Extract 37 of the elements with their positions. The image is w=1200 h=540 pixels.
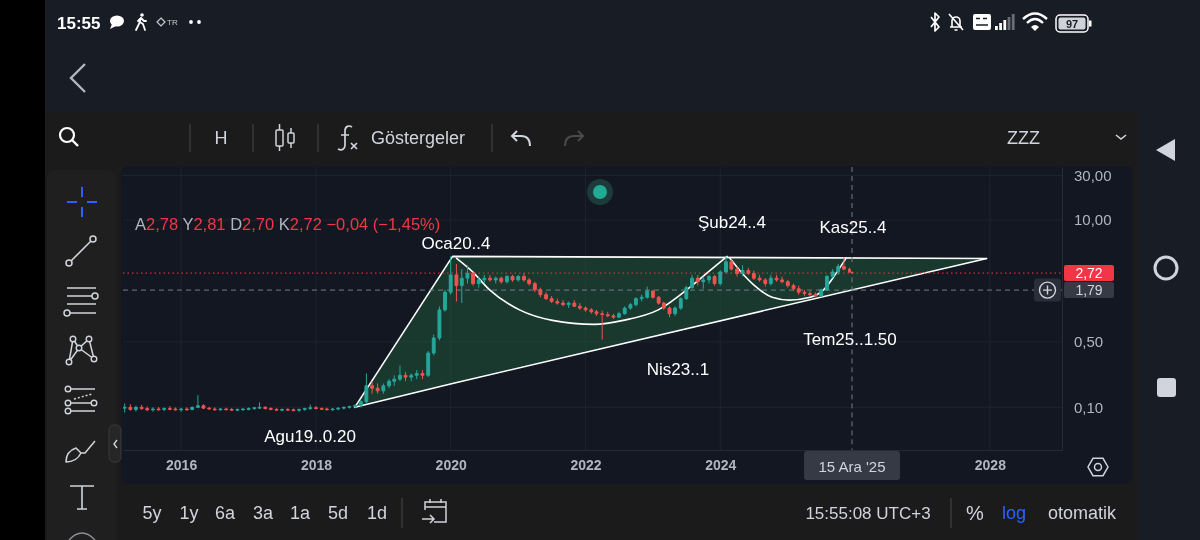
x-tick-label: 2020: [435, 456, 467, 473]
text: TR: [167, 17, 178, 27]
text: 5d: [327, 503, 349, 523]
x-tick-label: 2024: [705, 456, 737, 473]
x-tick-label: 2016: [166, 456, 198, 473]
y-tick-label: 0,50: [1074, 333, 1104, 351]
y-tick-label: 10,00: [1074, 211, 1112, 229]
text: 1d: [366, 503, 388, 523]
annotation: Kas25..4: [819, 217, 887, 237]
y-tick-label: 30,00: [1074, 166, 1112, 184]
ref-line-label: 1,79: [1075, 282, 1103, 299]
text: 3a: [252, 503, 274, 523]
annotation: Nis23..1: [646, 359, 710, 379]
x-tick-label: 2028: [974, 456, 1007, 473]
text: 15:55: [57, 13, 101, 33]
text: 5y: [142, 503, 162, 523]
annotation: Agu19..0.20: [264, 426, 356, 446]
text: A2,78 Y2,81 D2,70 K2,72 −0,04 (−1,45%): [135, 215, 441, 233]
text: log: [1001, 503, 1027, 523]
text: 1y: [179, 503, 199, 523]
text: 1a: [289, 503, 311, 523]
annotation: Oca20..4: [421, 233, 491, 253]
text: Göstergeler: [371, 128, 466, 148]
text: 97: [1065, 17, 1079, 30]
y-tick-label: 0,10: [1074, 398, 1104, 416]
text: otomatik: [1047, 503, 1118, 523]
ref-line-label: 15 Ara '25: [818, 457, 886, 475]
ref-line-label: 2,72: [1075, 265, 1103, 282]
text: 15:55:08 UTC+3: [805, 503, 931, 523]
text: 6a: [214, 503, 236, 523]
annotation: Şub24..4: [697, 212, 767, 232]
text: %: [966, 502, 985, 524]
annotation: Tem25..1.50: [803, 329, 897, 349]
x-tick-label: 2018: [300, 456, 333, 473]
text: H: [214, 128, 228, 148]
text: ZZZ: [1007, 128, 1040, 148]
x-tick-label: 2022: [570, 456, 602, 473]
